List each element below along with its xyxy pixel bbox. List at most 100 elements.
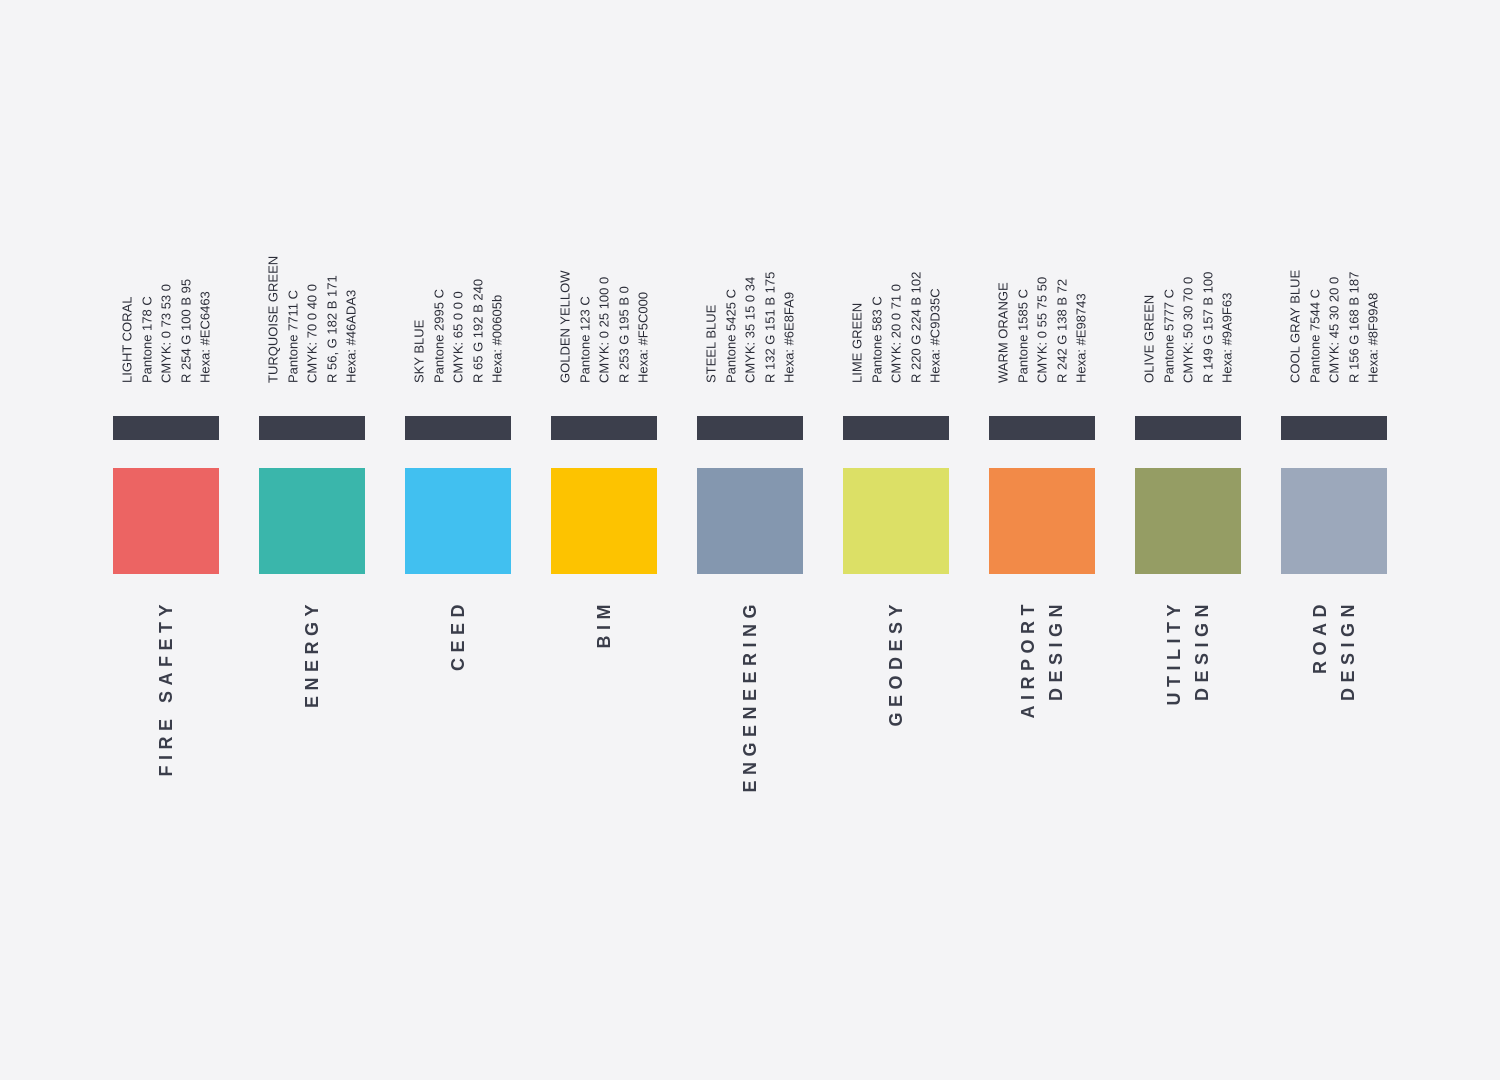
cmyk-values: CMYK: 45 30 20 0 [1326,276,1342,383]
color-swatch [989,468,1095,574]
color-specs: TURQUOISE GREEN Pantone 7711 C CMYK: 70 … [263,256,361,383]
sector-label: FIRE SAFETY [152,599,180,777]
color-swatch [843,468,949,574]
color-name: LIGHT CORAL [119,296,135,383]
color-name: STEEL BLUE [703,304,719,383]
sector-label: CEED [444,599,472,671]
rgb-values: R 132 G 151 B 175 [761,271,777,383]
rgb-values: R 253 G 195 B 0 [615,286,631,383]
cmyk-values: CMYK: 0 55 75 50 [1034,276,1050,383]
pantone-code: Pantone 5425 C [722,289,738,383]
color-swatch [113,468,219,574]
sector-label-line: UTILITY [1164,599,1184,706]
color-name: COOL GRAY BLUE [1287,269,1303,383]
sector-label-line: GEODESY [886,599,906,727]
color-column-light-coral: LIGHT CORAL Pantone 178 C CMYK: 0 73 53 … [113,0,219,1080]
color-specs: COOL GRAY BLUE Pantone 7544 C CMYK: 45 3… [1285,270,1383,383]
sector-label: ENGENEERING [736,599,764,793]
color-specs: LIME GREEN Pantone 583 C CMYK: 20 0 71 0… [847,272,945,383]
color-column-cool-gray-blue: COOL GRAY BLUE Pantone 7544 C CMYK: 45 3… [1281,0,1387,1080]
hexa-value: Hexa: #8F99A8 [1365,292,1381,383]
color-name: LIME GREEN [849,302,865,383]
sector-label-line: FIRE SAFETY [156,599,176,777]
cmyk-values: CMYK: 65 0 0 0 [450,291,466,383]
hexa-value: Hexa: #E98743 [1073,293,1089,383]
divider-bar [1281,416,1387,440]
sector-label: ENERGY [298,599,326,708]
hexa-value: Hexa: #9A9F63 [1219,292,1235,383]
color-swatch [551,468,657,574]
cmyk-values: CMYK: 20 0 71 0 [888,284,904,383]
pantone-code: Pantone 178 C [138,296,154,383]
color-specs: SKY BLUE Pantone 2995 C CMYK: 65 0 0 0 R… [409,279,507,383]
cmyk-values: CMYK: 35 15 0 34 [742,276,758,383]
sector-label: BIM [590,599,618,649]
divider-bar [405,416,511,440]
color-column-turquoise-green: TURQUOISE GREEN Pantone 7711 C CMYK: 70 … [259,0,365,1080]
sector-label: ROAD DESIGN [1306,599,1362,701]
rgb-values: R 65 G 192 B 240 [469,278,485,383]
color-specs: GOLDEN YELLOW Pantone 123 C CMYK: 0 25 1… [555,271,653,383]
color-column-lime-green: LIME GREEN Pantone 583 C CMYK: 20 0 71 0… [843,0,949,1080]
rgb-values: R 242 G 138 B 72 [1053,278,1069,383]
color-name: GOLDEN YELLOW [557,270,573,383]
divider-bar [989,416,1095,440]
cmyk-values: CMYK: 0 73 53 0 [158,284,174,383]
pantone-code: Pantone 1585 C [1014,289,1030,383]
sector-label-line: BIM [594,599,614,649]
color-column-steel-blue: STEEL BLUE Pantone 5425 C CMYK: 35 15 0 … [697,0,803,1080]
sector-label-line: ENERGY [302,599,322,709]
pantone-code: Pantone 5777 C [1160,289,1176,383]
hexa-value: Hexa: #00605b [489,294,505,383]
cmyk-values: CMYK: 0 25 100 0 [596,276,612,383]
hexa-value: Hexa: #EC6463 [197,291,213,383]
divider-bar [113,416,219,440]
color-specs: WARM ORANGE Pantone 1585 C CMYK: 0 55 75… [993,277,1091,383]
color-column-golden-yellow: GOLDEN YELLOW Pantone 123 C CMYK: 0 25 1… [551,0,657,1080]
color-specs: LIGHT CORAL Pantone 178 C CMYK: 0 73 53 … [117,279,215,383]
hexa-value: Hexa: #C9D35C [927,288,943,383]
divider-bar [1135,416,1241,440]
color-swatch [1135,468,1241,574]
hexa-value: Hexa: #6E8FA9 [781,291,797,383]
pantone-code: Pantone 123 C [576,296,592,383]
color-swatch [259,468,365,574]
pantone-code: Pantone 7711 C [284,290,300,383]
hexa-value: Hexa: #46ADA3 [343,289,359,383]
sector-label-line: AIRPORT [1018,599,1038,719]
sector-label-line: DESIGN [1192,599,1212,702]
color-column-warm-orange: WARM ORANGE Pantone 1585 C CMYK: 0 55 75… [989,0,1095,1080]
cmyk-values: CMYK: 50 30 70 0 [1180,276,1196,383]
color-name: TURQUOISE GREEN [265,255,281,383]
rgb-values: R 254 G 100 B 95 [177,278,193,383]
sector-label: UTILITY DESIGN [1160,599,1216,706]
rgb-values: R 220 G 224 B 102 [907,271,923,383]
sector-label: GEODESY [882,599,910,727]
color-specs: OLIVE GREEN Pantone 5777 C CMYK: 50 30 7… [1139,272,1237,383]
color-swatch [1281,468,1387,574]
sector-label-line: ROAD [1310,599,1330,674]
pantone-code: Pantone 7544 C [1306,289,1322,383]
rgb-values: R 149 G 157 B 100 [1199,271,1215,383]
color-specs: STEEL BLUE Pantone 5425 C CMYK: 35 15 0 … [701,272,799,383]
sector-label-line: ENGENEERING [740,599,760,793]
sector-label-line: DESIGN [1338,599,1358,702]
divider-bar [697,416,803,440]
color-swatch [697,468,803,574]
color-name: OLIVE GREEN [1141,294,1157,383]
color-name: WARM ORANGE [995,282,1011,383]
color-column-olive-green: OLIVE GREEN Pantone 5777 C CMYK: 50 30 7… [1135,0,1241,1080]
sector-label-line: DESIGN [1046,599,1066,702]
color-name: SKY BLUE [411,319,427,383]
cmyk-values: CMYK: 70 0 40 0 [304,284,320,383]
color-column-sky-blue: SKY BLUE Pantone 2995 C CMYK: 65 0 0 0 R… [405,0,511,1080]
rgb-values: R 156 G 168 B 187 [1345,271,1361,383]
rgb-values: R 56, G 182 B 171 [323,275,339,383]
divider-bar [259,416,365,440]
pantone-code: Pantone 583 C [868,296,884,383]
color-swatch [405,468,511,574]
divider-bar [551,416,657,440]
pantone-code: Pantone 2995 C [430,289,446,383]
hexa-value: Hexa: #F5C000 [635,291,651,383]
